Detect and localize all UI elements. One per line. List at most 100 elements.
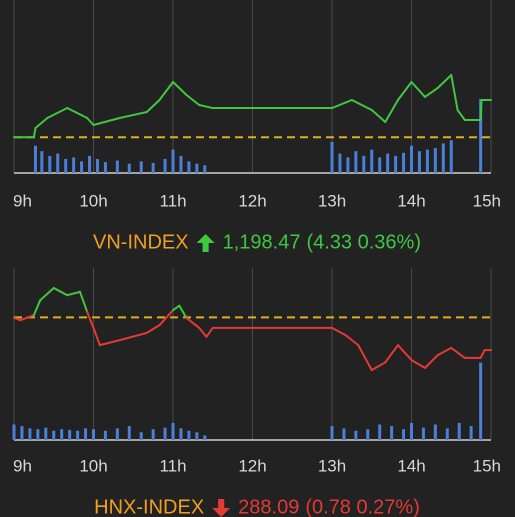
- volume-bar: [80, 161, 84, 173]
- volume-bar: [163, 427, 167, 440]
- price-segment: [456, 109, 466, 121]
- x-tick-label: 10h: [79, 191, 107, 210]
- volume-bar: [346, 157, 350, 173]
- volume-bar: [33, 145, 37, 173]
- price-segment: [46, 107, 69, 119]
- volume-bar: [441, 143, 445, 173]
- price-segment: [178, 304, 188, 319]
- volume-bar: [195, 163, 199, 173]
- price-segment: [158, 81, 174, 101]
- volume-bar: [378, 157, 382, 173]
- volume-bar: [433, 424, 437, 440]
- volume-bar: [103, 430, 107, 440]
- price-segment: [205, 326, 214, 338]
- price-segment: [410, 359, 427, 369]
- volume-bar: [52, 430, 56, 440]
- volume-bar: [151, 162, 155, 173]
- index-change: (4.33 0.36%): [306, 231, 421, 253]
- volume-bar: [354, 430, 358, 440]
- volume-bar: [386, 153, 390, 173]
- price-segment: [384, 98, 399, 123]
- price-segment: [331, 98, 353, 110]
- volume-bar: [28, 428, 32, 440]
- price-segment: [436, 346, 453, 357]
- price-segment: [32, 127, 37, 139]
- volume-bar: [48, 155, 52, 173]
- volume-bar: [171, 149, 175, 173]
- price-segment: [479, 349, 486, 359]
- price-segment: [66, 290, 81, 297]
- x-tick-label: 12h: [238, 456, 266, 475]
- x-tick-label: 15h: [473, 456, 501, 475]
- price-segment: [357, 344, 373, 372]
- index-value: 1,198.47: [223, 231, 301, 253]
- volume-bar: [64, 158, 68, 173]
- volume-bar: [76, 430, 80, 440]
- index-summary: VN-INDEX 1,198.47 (4.33 0.36%): [93, 231, 421, 253]
- volume-bar: [338, 153, 342, 173]
- volume-bar: [203, 435, 207, 440]
- price-segment: [198, 326, 208, 338]
- volume-bar: [163, 158, 167, 173]
- volume-bar: [187, 430, 191, 440]
- price-segment: [396, 344, 413, 362]
- price-segment: [344, 334, 360, 347]
- price-segment: [450, 73, 459, 112]
- price-segment: [13, 316, 22, 322]
- volume-bar: [330, 141, 334, 173]
- volume-bar: [330, 426, 334, 440]
- direction-arrow: [212, 499, 231, 517]
- price-segment: [78, 290, 89, 313]
- volume-bar: [390, 426, 394, 440]
- volume-bar: [402, 429, 406, 440]
- volume-bar: [72, 157, 76, 173]
- volume-bar: [60, 429, 64, 440]
- volume-bar: [410, 145, 413, 173]
- volume-bar: [115, 160, 119, 173]
- x-tick-label: 15h: [473, 191, 501, 210]
- volume-bar: [479, 99, 483, 173]
- price-segment: [185, 316, 201, 329]
- price-segment: [424, 354, 439, 369]
- volume-bar: [362, 155, 366, 173]
- price-segment: [92, 116, 121, 126]
- price-segment: [19, 314, 35, 322]
- volume-bar: [88, 155, 92, 173]
- price-segment: [436, 73, 453, 89]
- volume-bar: [179, 428, 183, 440]
- volume-bar: [366, 429, 370, 440]
- volume-bar: [378, 424, 382, 440]
- price-segment: [118, 111, 148, 119]
- volume-bar: [139, 161, 143, 173]
- volume-bar: [84, 428, 88, 440]
- x-tick-label: 11h: [159, 191, 186, 210]
- volume-bar: [56, 153, 60, 173]
- direction-arrow: [196, 234, 215, 252]
- index-value: 288.09: [238, 496, 299, 517]
- volume-bar: [370, 149, 374, 173]
- volume-bar: [342, 428, 346, 440]
- volume-bar: [20, 426, 24, 440]
- volume-bar: [457, 422, 461, 440]
- volume-bar: [139, 432, 143, 440]
- price-segment: [86, 116, 95, 126]
- price-segment: [34, 116, 49, 130]
- price-segment: [172, 304, 181, 312]
- volume-bar: [469, 426, 473, 440]
- volume-bar: [421, 427, 425, 440]
- volume-bar: [68, 429, 72, 440]
- x-tick-label: 10h: [79, 456, 107, 475]
- volume-bar: [103, 162, 107, 173]
- x-tick-label: 14h: [397, 456, 425, 475]
- price-segment: [370, 109, 387, 123]
- price-segment: [172, 81, 188, 96]
- volume-bar: [115, 428, 119, 440]
- volume-bar: [410, 422, 413, 440]
- price-segment: [396, 81, 413, 101]
- volume-bar: [12, 424, 16, 440]
- volume-bar: [127, 426, 131, 440]
- price-segment: [350, 98, 373, 112]
- price-segment: [479, 98, 483, 121]
